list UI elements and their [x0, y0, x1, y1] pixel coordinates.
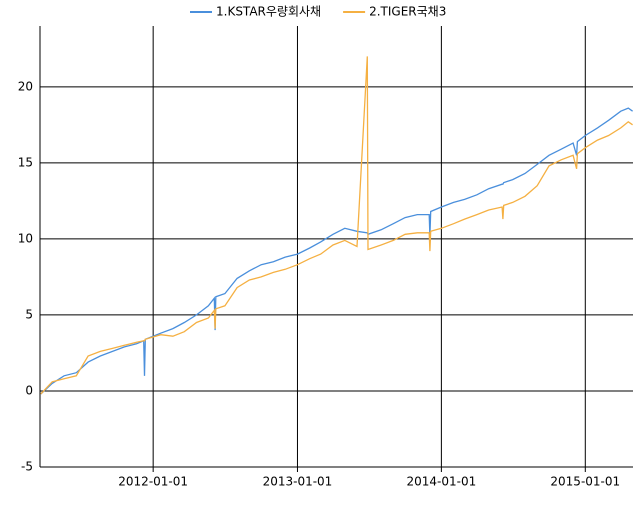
series-line — [40, 56, 633, 395]
x-tick-label: 2014-01-01 — [407, 475, 477, 489]
x-tick-label: 2012-01-01 — [118, 475, 188, 489]
y-tick-label: 0 — [25, 383, 33, 397]
y-tick-label: 10 — [18, 231, 33, 245]
y-tick-label: 15 — [18, 155, 33, 169]
series-line — [40, 107, 633, 395]
x-tick-label: 2013-01-01 — [263, 475, 333, 489]
x-tick-label: 2015-01-01 — [550, 475, 620, 489]
y-tick-label: 20 — [18, 79, 33, 93]
legend-label: 2.TIGER국채3 — [369, 5, 446, 19]
y-tick-label: 5 — [25, 307, 33, 321]
y-tick-label: -5 — [21, 460, 33, 474]
legend-label: 1.KSTAR우량회사채 — [216, 5, 321, 19]
